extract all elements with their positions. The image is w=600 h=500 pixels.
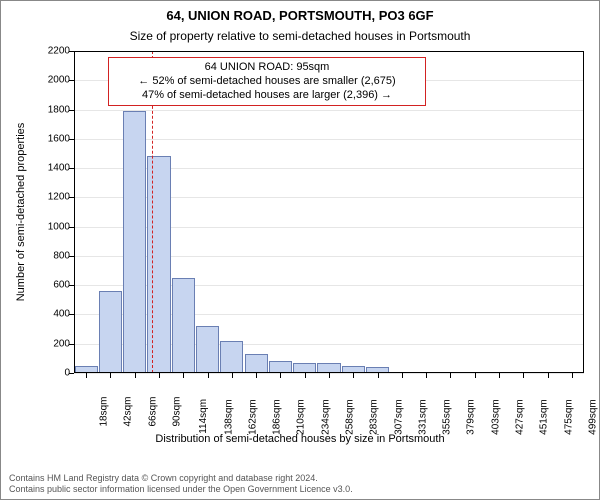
xtick-mark bbox=[183, 373, 184, 378]
xtick-label: 138sqm bbox=[217, 399, 234, 435]
xaxis-title-text: Distribution of semi-detached houses by … bbox=[155, 433, 444, 445]
annotation-box: 64 UNION ROAD: 95sqm← 52% of semi-detach… bbox=[108, 57, 426, 106]
histogram-bar bbox=[342, 366, 365, 373]
histogram-bar bbox=[317, 363, 340, 373]
footer: Contains HM Land Registry data © Crown c… bbox=[9, 473, 353, 495]
xtick-mark bbox=[499, 373, 500, 378]
xtick-label: 331sqm bbox=[411, 399, 428, 435]
histogram-bar bbox=[366, 367, 389, 373]
ytick-label: 600 bbox=[53, 280, 74, 291]
xtick-mark bbox=[572, 373, 573, 378]
grid-line bbox=[74, 51, 584, 52]
histogram-bar bbox=[245, 354, 268, 373]
ytick-label: 0 bbox=[64, 368, 74, 379]
xtick-mark bbox=[305, 373, 306, 378]
page-root: 64, UNION ROAD, PORTSMOUTH, PO3 6GF Size… bbox=[0, 0, 600, 500]
xtick-label: 234sqm bbox=[314, 399, 331, 435]
histogram-bar bbox=[99, 291, 122, 373]
xtick-label: 379sqm bbox=[460, 399, 477, 435]
xtick-mark bbox=[450, 373, 451, 378]
histogram-bar bbox=[75, 366, 98, 373]
ytick-label: 1600 bbox=[48, 133, 74, 144]
xtick-mark bbox=[280, 373, 281, 378]
ytick-label: 200 bbox=[53, 338, 74, 349]
xtick-label: 451sqm bbox=[533, 399, 550, 435]
xtick-mark bbox=[208, 373, 209, 378]
xtick-mark bbox=[523, 373, 524, 378]
xtick-mark bbox=[159, 373, 160, 378]
xtick-mark bbox=[378, 373, 379, 378]
xtick-mark bbox=[426, 373, 427, 378]
xtick-mark bbox=[110, 373, 111, 378]
yaxis-title: Number of semi-detached properties bbox=[15, 123, 27, 302]
xtick-label: 427sqm bbox=[508, 399, 525, 435]
xtick-label: 283sqm bbox=[363, 399, 380, 435]
xtick-mark bbox=[256, 373, 257, 378]
xtick-mark bbox=[353, 373, 354, 378]
xtick-label: 18sqm bbox=[93, 397, 110, 427]
ytick-label: 1800 bbox=[48, 104, 74, 115]
xtick-mark bbox=[402, 373, 403, 378]
ytick-label: 2200 bbox=[48, 46, 74, 57]
title-sub: Size of property relative to semi-detach… bbox=[130, 29, 471, 43]
ytick-label: 1000 bbox=[48, 221, 74, 232]
ytick-label: 1200 bbox=[48, 192, 74, 203]
ytick-label: 1400 bbox=[48, 163, 74, 174]
yaxis-title-text: Number of semi-detached properties bbox=[15, 123, 27, 302]
footer-line-2: Contains public sector information licen… bbox=[9, 484, 353, 495]
histogram-bar bbox=[220, 341, 243, 373]
xtick-mark bbox=[135, 373, 136, 378]
xtick-mark bbox=[475, 373, 476, 378]
xtick-label: 162sqm bbox=[241, 399, 258, 435]
annotation-line: 47% of semi-detached houses are larger (… bbox=[115, 89, 419, 103]
xtick-mark bbox=[548, 373, 549, 378]
xtick-label: 114sqm bbox=[192, 399, 209, 434]
histogram-bar bbox=[269, 361, 292, 373]
footer-line-1: Contains HM Land Registry data © Crown c… bbox=[9, 473, 353, 484]
annotation-line: ← 52% of semi-detached houses are smalle… bbox=[115, 75, 419, 89]
grid-line bbox=[74, 110, 584, 111]
xtick-label: 475sqm bbox=[557, 399, 574, 435]
xtick-mark bbox=[86, 373, 87, 378]
ytick-label: 2000 bbox=[48, 75, 74, 86]
xtick-label: 499sqm bbox=[581, 399, 598, 435]
histogram-bar bbox=[293, 363, 316, 373]
page-title: 64, UNION ROAD, PORTSMOUTH, PO3 6GF bbox=[1, 7, 599, 25]
xtick-label: 355sqm bbox=[435, 399, 452, 435]
xtick-label: 307sqm bbox=[387, 399, 404, 435]
xtick-label: 403sqm bbox=[484, 399, 501, 435]
page-subtitle: Size of property relative to semi-detach… bbox=[1, 27, 599, 45]
xtick-mark bbox=[232, 373, 233, 378]
annotation-line: 64 UNION ROAD: 95sqm bbox=[115, 61, 419, 75]
title-main: 64, UNION ROAD, PORTSMOUTH, PO3 6GF bbox=[166, 8, 433, 23]
grid-line bbox=[74, 139, 584, 140]
histogram-bar bbox=[196, 326, 219, 373]
xtick-label: 66sqm bbox=[141, 397, 158, 427]
ytick-label: 400 bbox=[53, 309, 74, 320]
xtick-mark bbox=[329, 373, 330, 378]
xtick-label: 90sqm bbox=[166, 397, 183, 427]
xtick-label: 258sqm bbox=[338, 399, 355, 435]
xtick-label: 210sqm bbox=[290, 399, 307, 435]
histogram-bar bbox=[172, 278, 195, 373]
ytick-label: 800 bbox=[53, 250, 74, 261]
histogram-bar bbox=[123, 111, 146, 373]
xtick-label: 186sqm bbox=[265, 399, 282, 435]
xtick-label: 42sqm bbox=[117, 397, 134, 427]
xaxis-title: Distribution of semi-detached houses by … bbox=[1, 433, 599, 445]
